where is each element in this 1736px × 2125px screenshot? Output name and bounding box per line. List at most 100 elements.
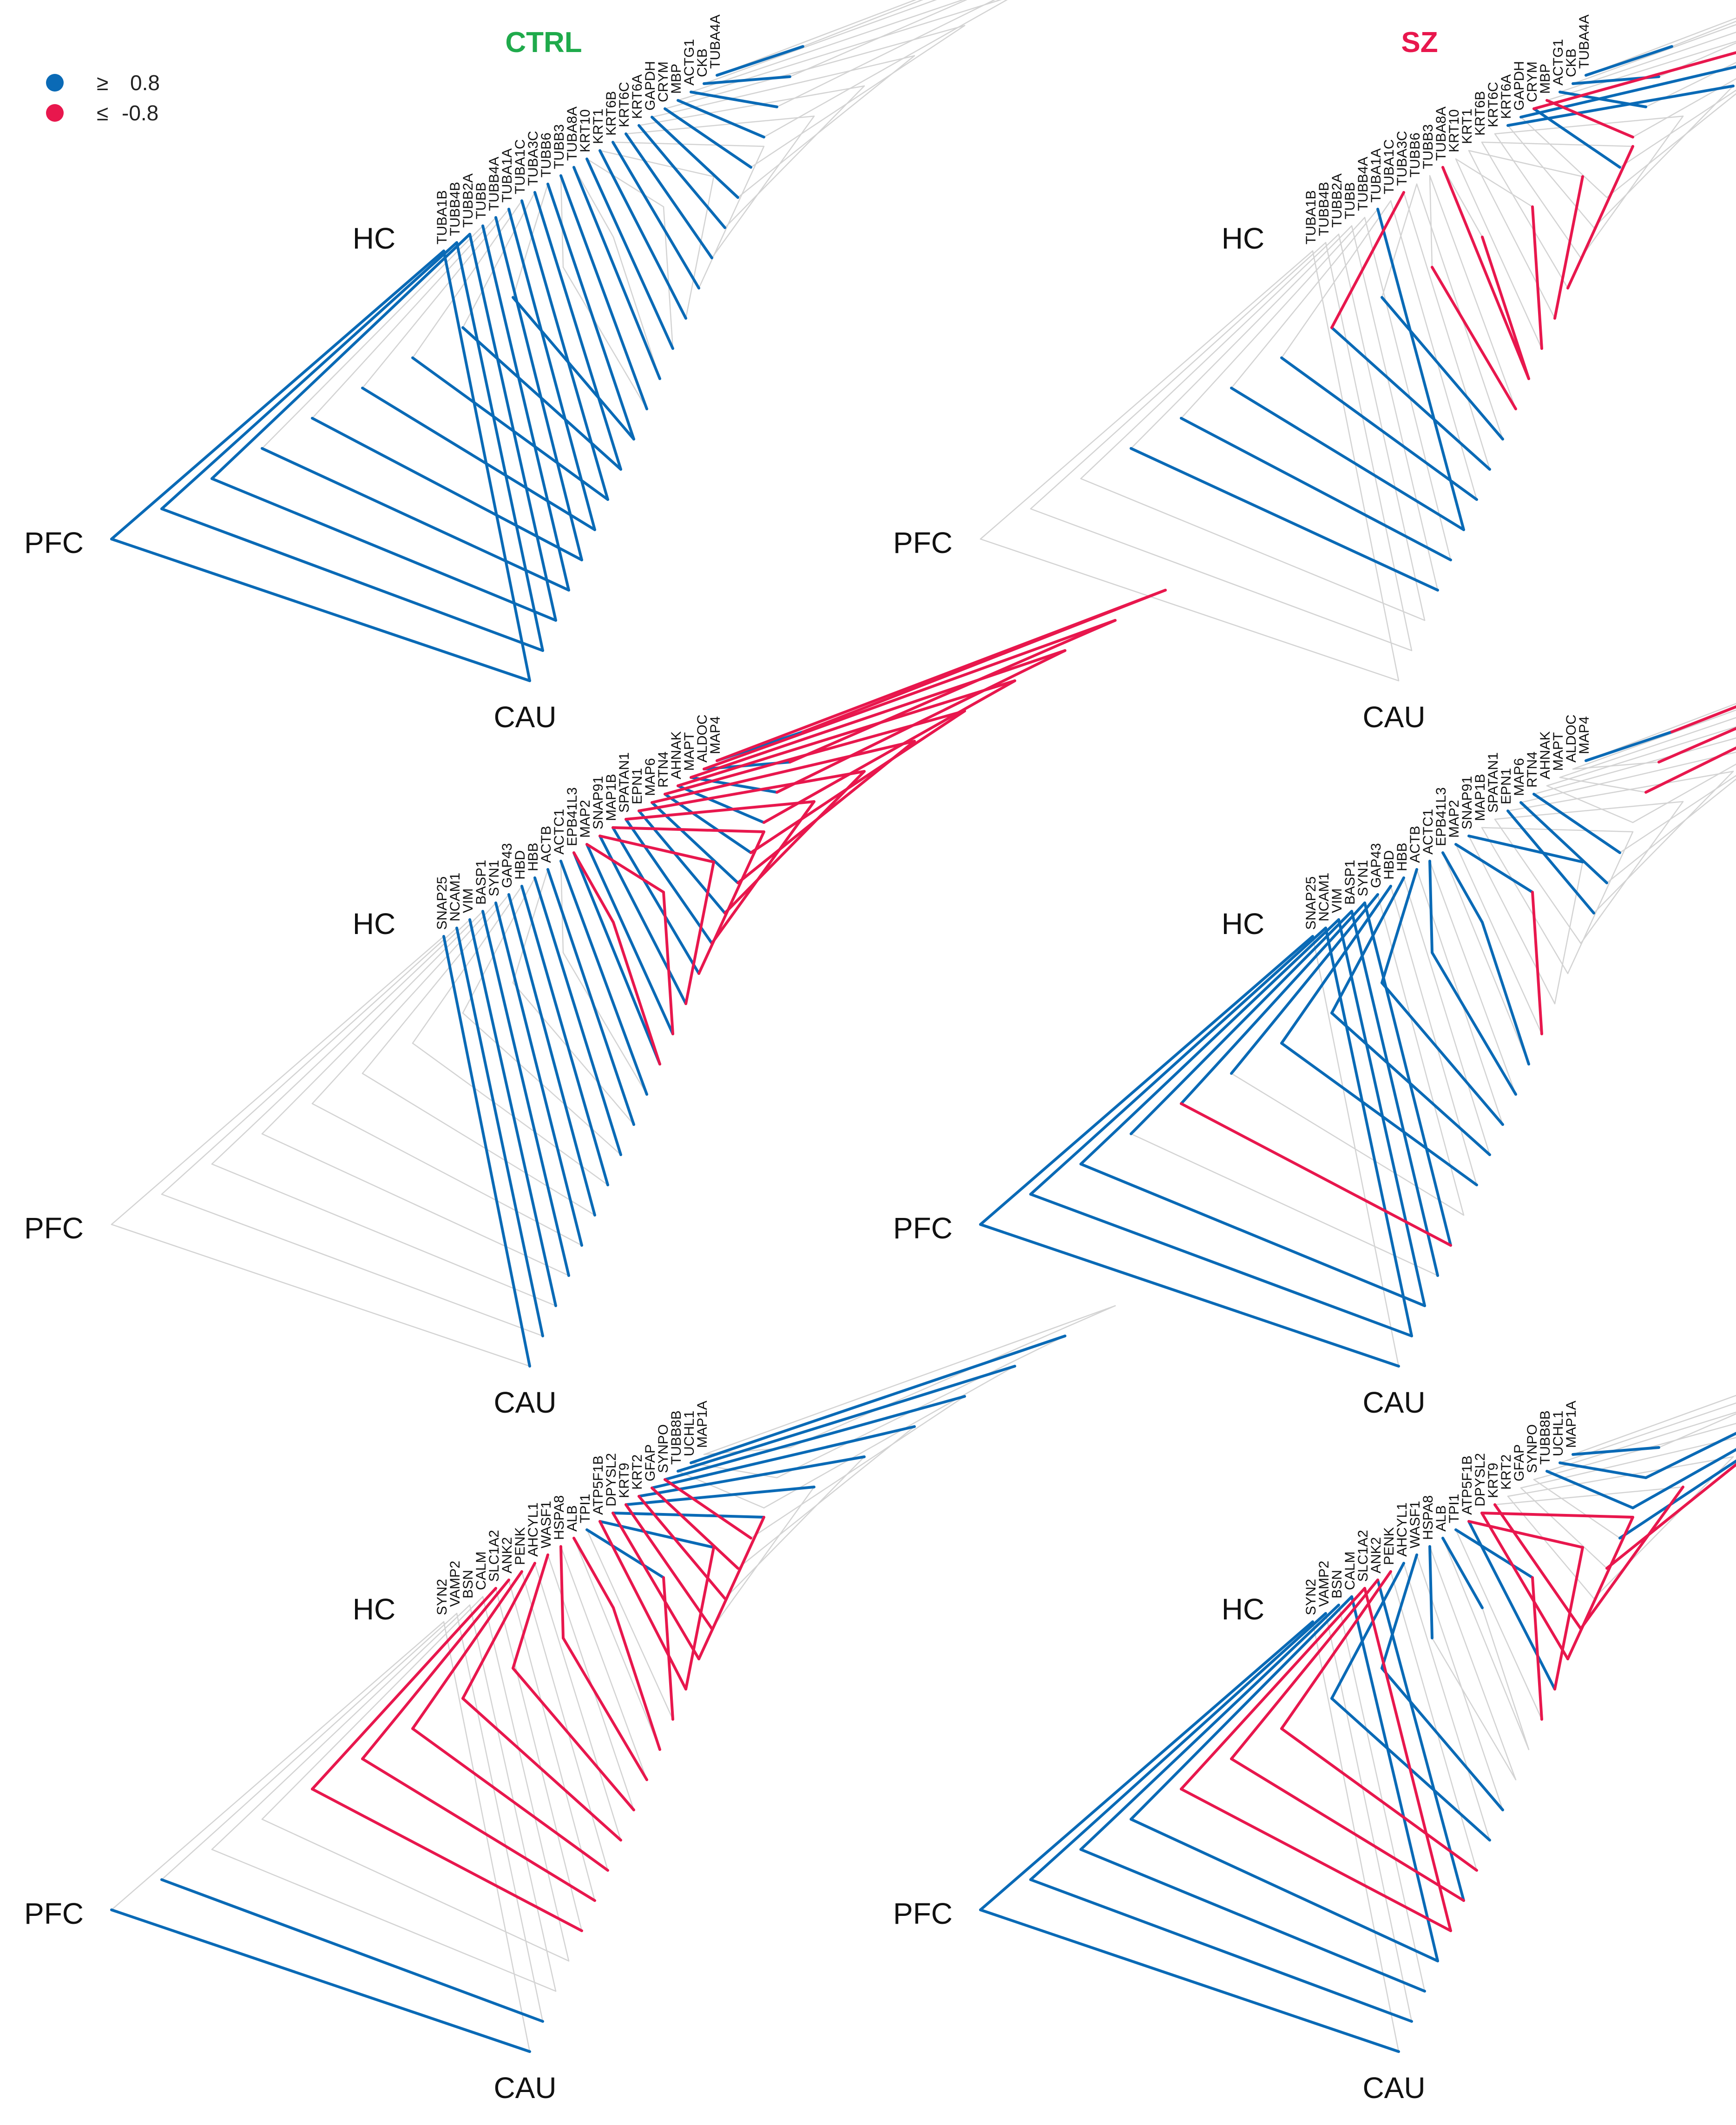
gene-label: VIM bbox=[460, 888, 476, 913]
edge-pfc-cau-tubb2a bbox=[1080, 478, 1426, 621]
gene-label: SYNPO bbox=[1525, 1424, 1540, 1473]
edge-pfc-cau-syn1 bbox=[1180, 1102, 1452, 1247]
gene-label: BASP1 bbox=[1342, 860, 1358, 905]
edge-hc-pfc-syn2 bbox=[979, 1620, 1314, 1911]
edge-pfc-cau-gap43 bbox=[362, 1072, 596, 1216]
edge-hc-pfc-tuba1c bbox=[412, 200, 523, 359]
edge-hc-pfc-tuba3c bbox=[462, 191, 536, 329]
edge-pfc-cau-krt10 bbox=[1531, 205, 1543, 350]
legend-negative-value: -0.8 bbox=[122, 101, 158, 125]
edge-hc-pfc-ncam1 bbox=[1029, 927, 1327, 1196]
gene-label: KRT9 bbox=[617, 1463, 632, 1498]
axis-label-hc: HC bbox=[1222, 222, 1264, 255]
axis-label-pfc: PFC bbox=[24, 1897, 84, 1930]
edge-hc-pfc-tubb3 bbox=[560, 175, 564, 268]
edge-hc-cau-krt9 bbox=[625, 1503, 713, 1630]
edge-hc-cau-mbp bbox=[677, 99, 765, 138]
edge-pfc-cau-tuba1b bbox=[980, 538, 1400, 682]
gene-label: TUBB4A bbox=[487, 157, 502, 211]
edge-hc-cau-map1a bbox=[1572, 1446, 1660, 1456]
edge-hc-pfc-spatan1 bbox=[625, 800, 815, 821]
edge-hc-cau-map1b bbox=[1481, 827, 1569, 974]
edge-hc-cau-hspa8 bbox=[1429, 1546, 1517, 1781]
edge-hc-cau-tuba4a bbox=[1585, 45, 1673, 77]
edge-hc-pfc-actg1 bbox=[690, 0, 964, 93]
edge-hc-cau-basp1 bbox=[1350, 910, 1439, 1277]
edge-pfc-cau-rtn4 bbox=[1619, 775, 1736, 854]
edge-hc-pfc-krt2 bbox=[1507, 1456, 1734, 1497]
edge-hc-pfc-krt9 bbox=[625, 1486, 815, 1506]
gene-label: ATP5F1B bbox=[591, 1455, 606, 1515]
edge-hc-pfc-epb41l3 bbox=[572, 851, 615, 924]
edge-hc-cau-mbp bbox=[1545, 99, 1634, 138]
edge-hc-cau-map1b bbox=[612, 826, 700, 975]
edge-hc-pfc-ank2 bbox=[1230, 1579, 1379, 1760]
edge-pfc-cau-krt9 bbox=[1579, 1486, 1684, 1630]
gene-label: EPN1 bbox=[1499, 768, 1514, 804]
gene-label: VAMP2 bbox=[1316, 1561, 1332, 1607]
edge-pfc-cau-tubb2a bbox=[210, 477, 557, 622]
edge-hc-pfc-snap25 bbox=[979, 935, 1314, 1226]
legend-negative-symbol: ≤ bbox=[97, 101, 108, 125]
axis-label-pfc: PFC bbox=[24, 1211, 84, 1245]
edge-hc-pfc-krt1 bbox=[1468, 150, 1584, 178]
gene-label: KRT2 bbox=[630, 1454, 645, 1490]
edge-hc-pfc-uchl1 bbox=[690, 1335, 1066, 1464]
edge-hc-pfc-tuba1a bbox=[1230, 208, 1379, 389]
edge-hc-cau-crym bbox=[1532, 107, 1621, 169]
gene-label: SPATAN1 bbox=[1486, 752, 1501, 813]
edge-hc-cau-tuba8a bbox=[572, 166, 661, 380]
edge-pfc-cau-tubb3 bbox=[562, 266, 648, 410]
edge-hc-cau-hbb bbox=[533, 876, 622, 1156]
gene-label: HSPA8 bbox=[552, 1495, 567, 1540]
edge-hc-cau-krt6a bbox=[1507, 125, 1595, 229]
edge-pfc-cau-map2 bbox=[1531, 891, 1543, 1035]
edge-hc-pfc-alb bbox=[572, 1537, 615, 1609]
edge-pfc-cau-ank2 bbox=[1230, 1757, 1465, 1902]
edge-pfc-cau-tubb4a bbox=[1180, 417, 1452, 561]
axis-label-cau: CAU bbox=[1362, 1386, 1425, 1419]
edge-pfc-cau-gapdh bbox=[1606, 93, 1736, 198]
gene-label: AHNAK bbox=[1538, 731, 1553, 779]
edge-hc-cau-actg1 bbox=[1558, 91, 1647, 108]
edge-pfc-cau-synpo bbox=[1618, 1459, 1736, 1539]
edge-hc-cau-tubb3 bbox=[559, 174, 648, 410]
gene-label: EPB41L3 bbox=[1434, 787, 1449, 846]
edge-hc-pfc-map2 bbox=[1454, 843, 1534, 894]
edge-hc-cau-krt10 bbox=[585, 158, 674, 350]
edge-hc-pfc-tubb8b bbox=[1546, 1411, 1736, 1472]
edge-hc-pfc-map1b bbox=[1481, 827, 1634, 833]
sz-column-title: SZ bbox=[1401, 26, 1438, 59]
edge-hc-pfc-ckb bbox=[1572, 24, 1736, 85]
gene-label: TUBB3 bbox=[1420, 124, 1436, 169]
gene-label: RTN4 bbox=[656, 751, 671, 788]
edge-pfc-cau-vamp2 bbox=[1029, 1878, 1413, 2023]
panel-sz-row-2: HC PFC CAU SNAP25NCAM1VIMBASP1SYN1GAP43HBDH… bbox=[893, 703, 1736, 1419]
edge-hc-cau-penk bbox=[1390, 1571, 1478, 1871]
edge-hc-pfc-dpysl2 bbox=[612, 1512, 765, 1519]
gene-label: CRYM bbox=[656, 61, 671, 102]
edge-pfc-cau-rtn4 bbox=[750, 710, 966, 854]
edge-hc-pfc-mapt bbox=[1559, 717, 1736, 778]
gene-label: BSN bbox=[460, 1570, 476, 1599]
edge-pfc-cau-map1a bbox=[789, 1305, 1116, 1448]
edge-hc-cau-actg1 bbox=[690, 91, 778, 108]
edge-hc-cau-krt1 bbox=[598, 149, 687, 320]
gene-label: TUBA1A bbox=[1368, 148, 1384, 203]
edge-pfc-cau-tuba8a bbox=[1481, 236, 1530, 380]
axis-label-hc: HC bbox=[353, 222, 395, 255]
panel-sz-row-1: HCPFCCAUTUBA1BTUBB4BTUBB2ATUBBTUBB4ATUBA… bbox=[893, 14, 1736, 734]
edge-hc-pfc-mbp bbox=[677, 0, 1002, 101]
gene-label: CALM bbox=[1342, 1552, 1358, 1590]
gene-label: ACTB bbox=[1407, 826, 1423, 863]
gene-label: HBD bbox=[513, 850, 528, 880]
edge-hc-pfc-slc1a2 bbox=[311, 1587, 497, 1790]
gene-label: SNAP91 bbox=[1460, 776, 1475, 829]
edge-hc-cau-snap91 bbox=[598, 835, 687, 1005]
edge-hc-cau-tubb4a bbox=[494, 216, 583, 561]
edge-pfc-cau-actc1 bbox=[1431, 951, 1517, 1096]
gene-label: ACTG1 bbox=[682, 39, 697, 86]
edge-hc-pfc-synpo bbox=[664, 1395, 966, 1481]
edge-pfc-cau-epn1 bbox=[723, 770, 866, 914]
